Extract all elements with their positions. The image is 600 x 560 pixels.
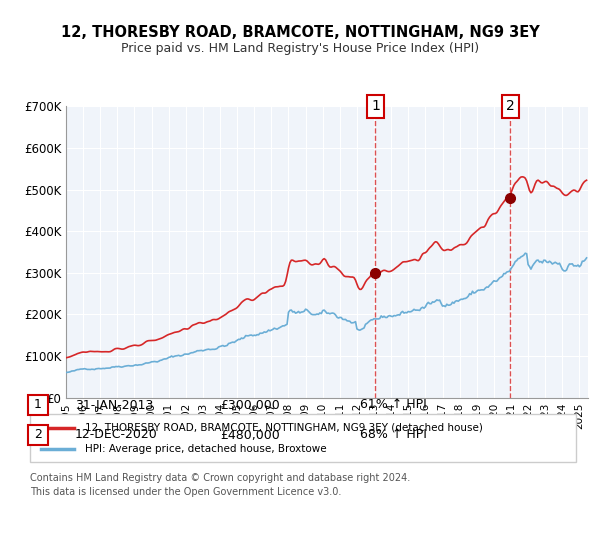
- Text: 61% ↑ HPI: 61% ↑ HPI: [360, 399, 427, 412]
- Text: 12, THORESBY ROAD, BRAMCOTE, NOTTINGHAM, NG9 3EY (detached house): 12, THORESBY ROAD, BRAMCOTE, NOTTINGHAM,…: [85, 423, 482, 433]
- Text: £300,000: £300,000: [220, 399, 280, 412]
- Text: £480,000: £480,000: [220, 428, 280, 441]
- Text: 31-JAN-2013: 31-JAN-2013: [75, 399, 154, 412]
- Text: 12, THORESBY ROAD, BRAMCOTE, NOTTINGHAM, NG9 3EY: 12, THORESBY ROAD, BRAMCOTE, NOTTINGHAM,…: [61, 25, 539, 40]
- Text: 68% ↑ HPI: 68% ↑ HPI: [360, 428, 427, 441]
- Text: HPI: Average price, detached house, Broxtowe: HPI: Average price, detached house, Brox…: [85, 444, 326, 454]
- FancyBboxPatch shape: [28, 395, 48, 415]
- Text: 1: 1: [371, 100, 380, 113]
- FancyBboxPatch shape: [30, 414, 576, 462]
- Text: 1: 1: [34, 399, 42, 412]
- Text: Price paid vs. HM Land Registry's House Price Index (HPI): Price paid vs. HM Land Registry's House …: [121, 42, 479, 55]
- Text: Contains HM Land Registry data © Crown copyright and database right 2024.
This d: Contains HM Land Registry data © Crown c…: [30, 473, 410, 497]
- Text: 12-DEC-2020: 12-DEC-2020: [75, 428, 158, 441]
- FancyBboxPatch shape: [28, 425, 48, 445]
- Text: 2: 2: [34, 428, 42, 441]
- Text: 2: 2: [506, 100, 515, 113]
